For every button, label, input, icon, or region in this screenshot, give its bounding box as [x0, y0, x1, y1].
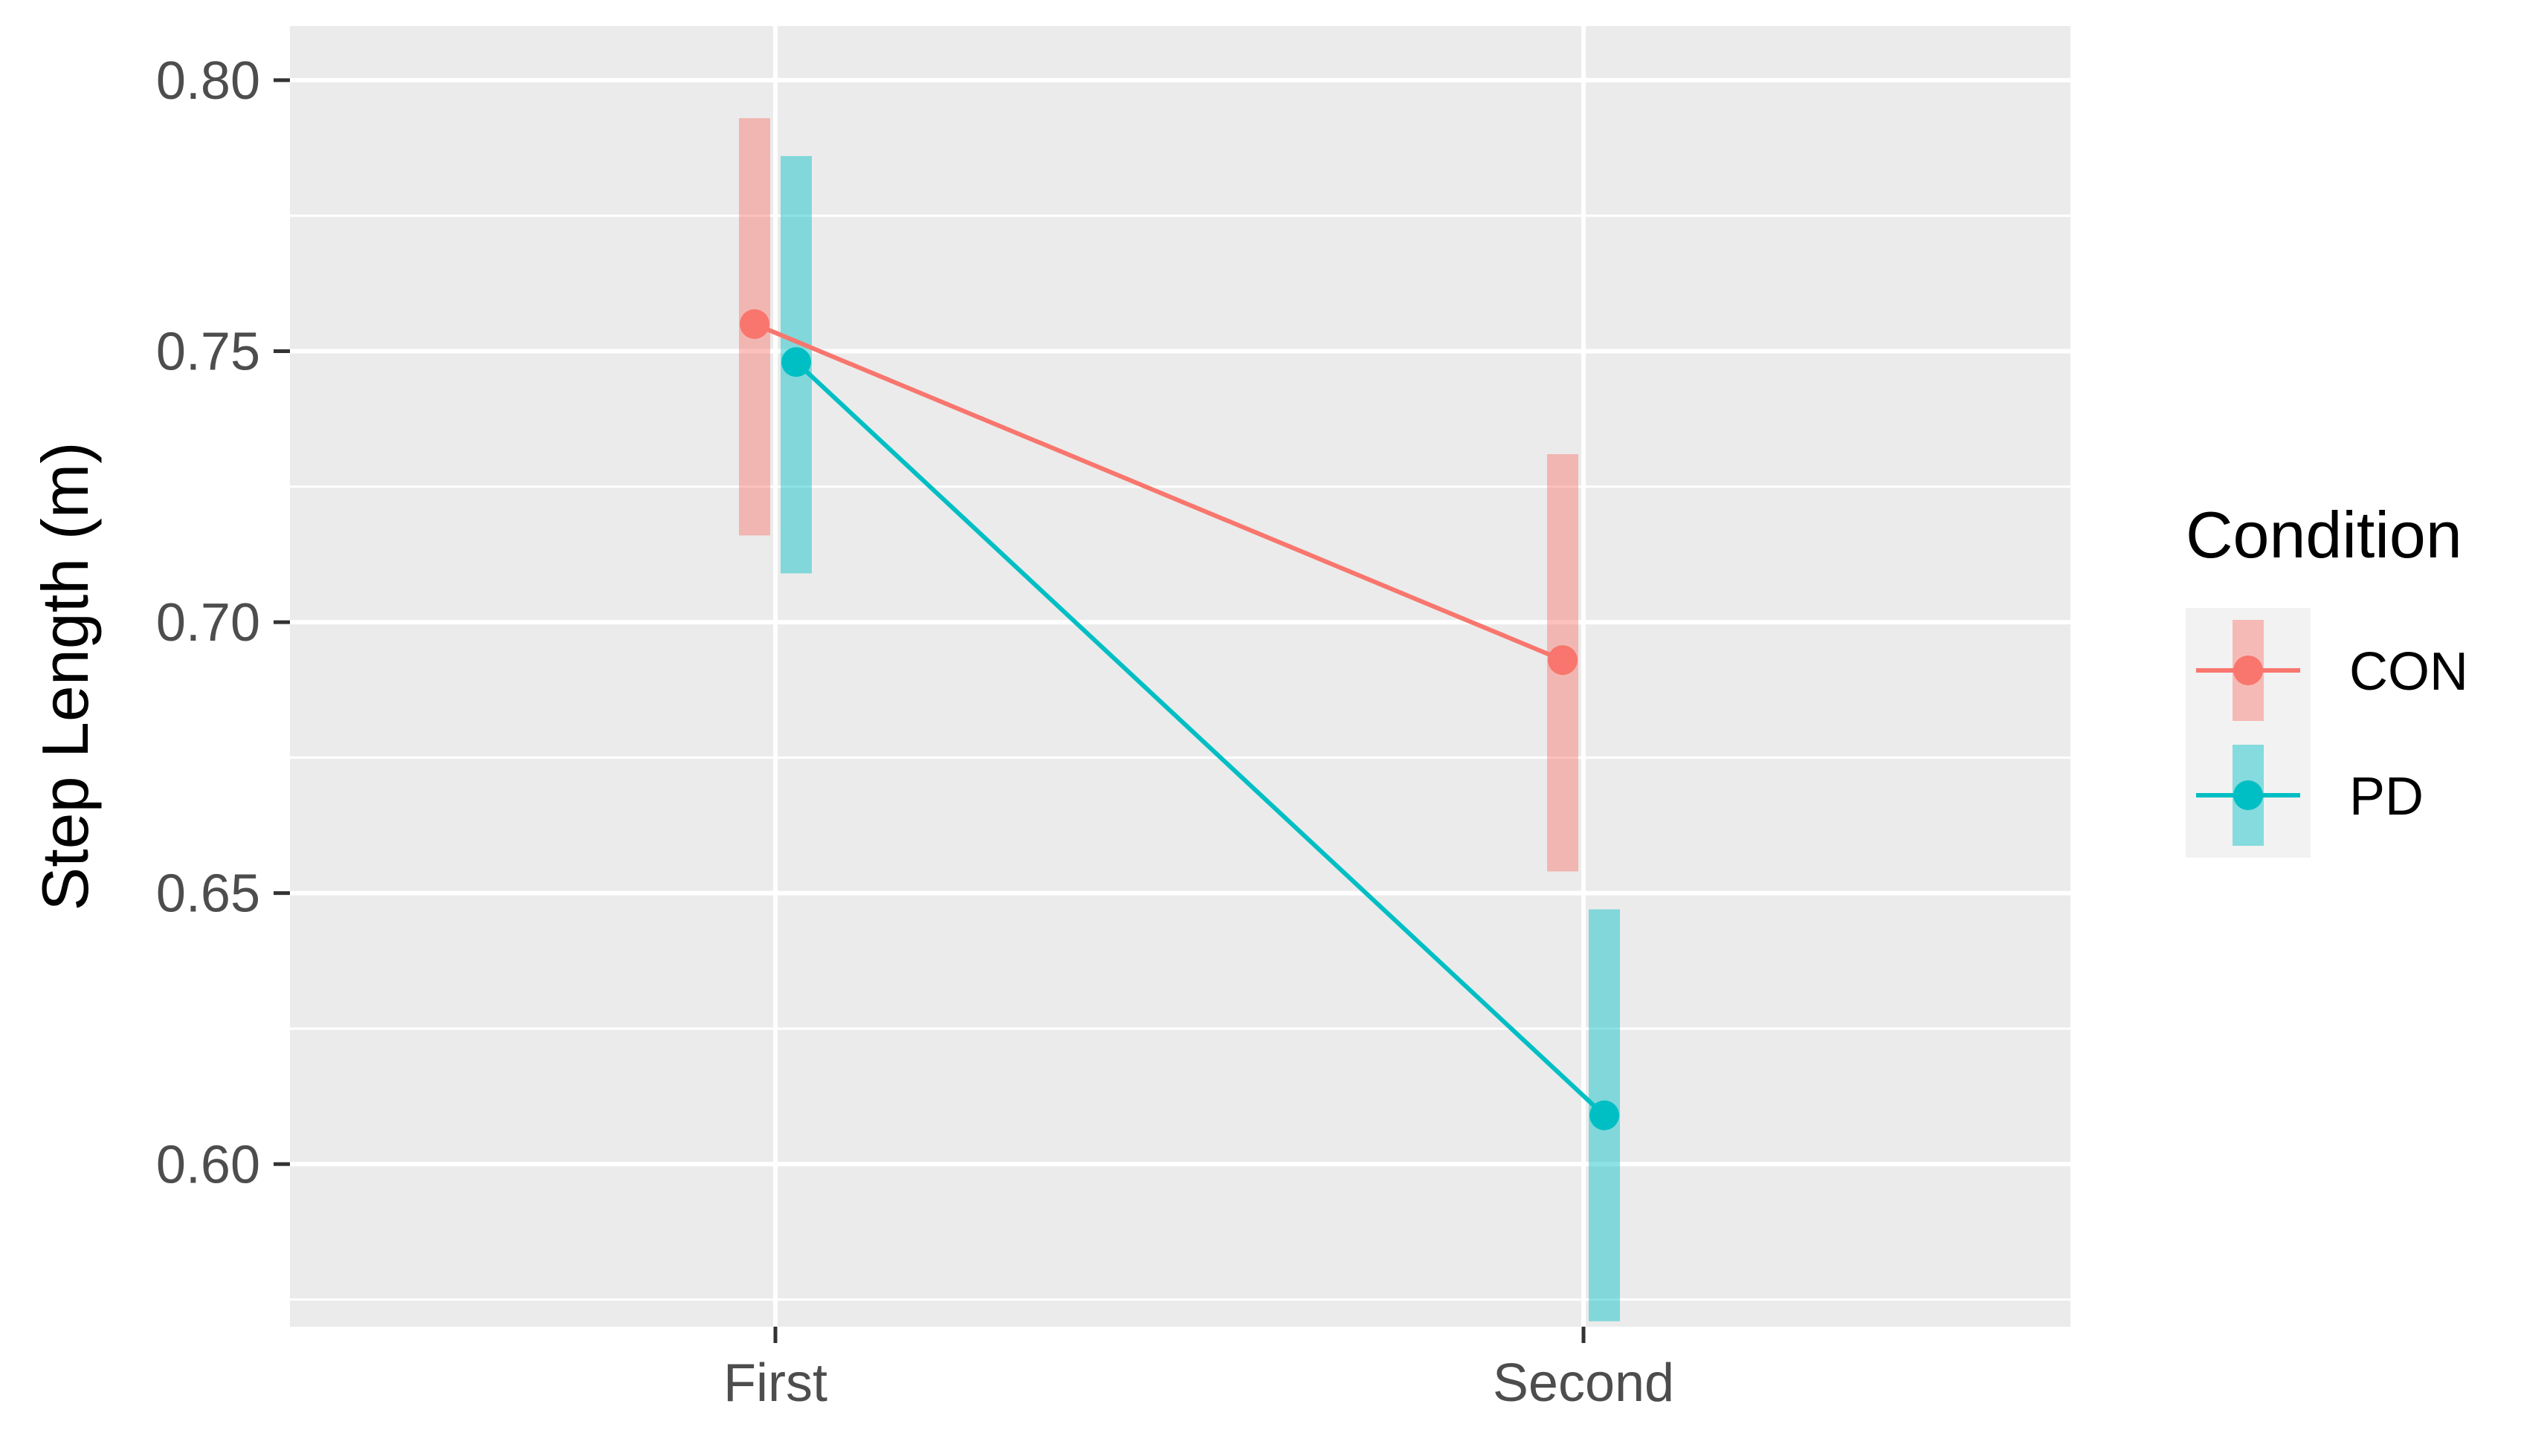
y-tick-label: 0.60: [156, 1135, 260, 1194]
minor-gridlines: [290, 214, 2070, 1301]
x-tick-label: First: [723, 1353, 827, 1413]
y-tick-label: 0.80: [156, 51, 260, 111]
legend-key-point-con: [2233, 656, 2263, 685]
data-point-pd: [1589, 1100, 1619, 1130]
x-axis-ticks: First Second: [723, 1327, 1674, 1413]
series-lines: [753, 322, 1607, 1117]
x-tick-label: Second: [1493, 1353, 1674, 1413]
legend-label-pd: PD: [2349, 767, 2424, 826]
data-point-con: [740, 309, 769, 340]
legend-key-background: [2186, 608, 2311, 858]
legend-label-con: CON: [2349, 642, 2468, 702]
legend: Condition CON PD: [2186, 498, 2468, 858]
legend-title: Condition: [2186, 498, 2462, 572]
series-points: [740, 309, 1619, 1130]
y-tick-label: 0.75: [156, 323, 260, 382]
data-point-con: [1548, 645, 1578, 676]
data-point-pd: [781, 347, 811, 378]
y-tick-label: 0.70: [156, 593, 260, 653]
plot-panel: [290, 26, 2070, 1327]
y-axis-title: Step Length (m): [28, 442, 102, 911]
series-line-pd: [794, 360, 1607, 1117]
y-tick-label: 0.65: [156, 864, 260, 924]
legend-key-point-pd: [2233, 780, 2263, 810]
major-gridlines: [290, 26, 2070, 1327]
y-axis-ticks: 0.60 0.65 0.70 0.75 0.80: [156, 51, 290, 1194]
series-line-con: [753, 322, 1564, 662]
